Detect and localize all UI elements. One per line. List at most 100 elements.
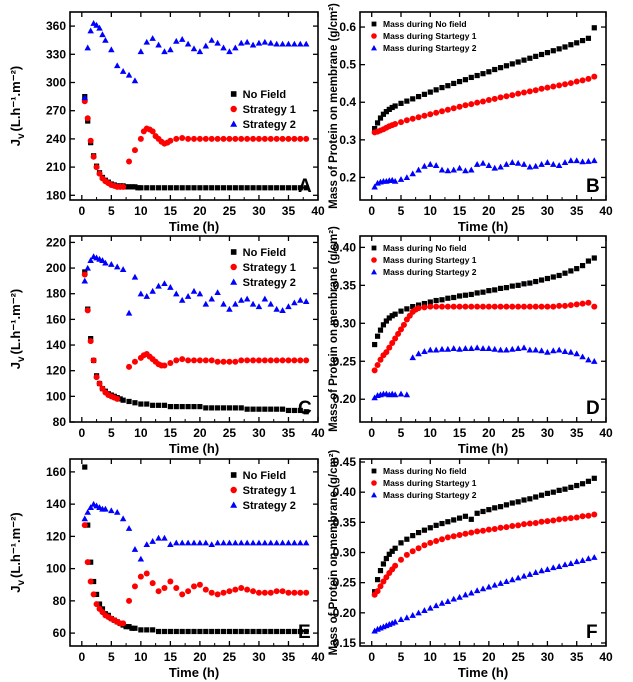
y-tick-label: 210	[46, 160, 66, 174]
data-point	[591, 358, 598, 364]
data-point	[129, 184, 135, 190]
data-point	[167, 185, 173, 191]
data-point	[255, 39, 263, 46]
data-point	[155, 628, 162, 635]
data-point	[409, 354, 416, 361]
data-point	[137, 573, 144, 580]
data-point	[462, 345, 469, 351]
data-point	[126, 398, 132, 405]
data-point	[527, 496, 533, 502]
x-tick-label: 40	[311, 650, 325, 664]
data-point	[521, 303, 527, 310]
data-point	[491, 525, 498, 532]
data-point	[573, 157, 580, 164]
y-tick-label: 0.35	[333, 278, 357, 292]
data-point	[161, 48, 168, 55]
data-point	[297, 296, 304, 303]
data-point	[386, 344, 393, 351]
y-axis-label: Mass of Protein on membrane (g/cm²)	[328, 3, 340, 209]
data-point	[303, 628, 309, 635]
data-point	[479, 159, 487, 166]
data-point	[113, 508, 121, 515]
data-point	[514, 159, 522, 166]
data-point	[415, 609, 422, 616]
data-point	[421, 607, 428, 614]
x-tick-label: 35	[570, 650, 584, 664]
data-point	[132, 625, 138, 631]
data-point	[503, 285, 510, 291]
data-point	[374, 588, 381, 595]
data-point	[119, 266, 127, 272]
data-point	[445, 295, 451, 301]
data-point	[155, 41, 162, 48]
data-point	[291, 539, 298, 546]
data-point	[427, 303, 434, 310]
data-point	[208, 589, 215, 596]
data-point	[226, 305, 233, 312]
data-point	[291, 357, 298, 364]
data-point	[150, 402, 156, 408]
data-point	[87, 578, 94, 585]
x-tick-label: 5	[108, 426, 115, 440]
data-point	[421, 304, 428, 311]
data-point	[573, 301, 580, 308]
data-point	[544, 50, 551, 56]
data-point	[303, 135, 310, 142]
data-point	[93, 601, 100, 608]
data-point	[261, 539, 269, 546]
x-tick-label: 10	[424, 204, 438, 218]
data-point	[398, 556, 404, 563]
data-point	[456, 593, 463, 600]
data-point	[377, 583, 384, 590]
data-point	[126, 597, 133, 604]
data-point	[485, 526, 492, 533]
data-point	[579, 481, 586, 487]
x-tick-label: 5	[398, 204, 405, 218]
data-point	[514, 345, 522, 351]
data-point	[491, 345, 498, 352]
legend-marker	[230, 120, 238, 127]
data-point	[438, 345, 446, 352]
data-point	[120, 397, 126, 403]
legend-label: Strategy 1	[243, 262, 296, 274]
x-tick-label: 40	[311, 426, 325, 440]
plot-frame	[359, 235, 607, 423]
data-point	[383, 574, 390, 581]
data-point	[232, 539, 239, 546]
data-point	[137, 555, 145, 562]
legend-label: Strategy 2	[243, 119, 296, 131]
data-point	[474, 510, 480, 516]
x-tick-label: 40	[599, 426, 613, 440]
data-point	[185, 135, 192, 142]
plot-frame	[69, 235, 319, 423]
data-point	[250, 135, 257, 142]
data-point	[383, 318, 389, 324]
data-point	[485, 345, 493, 351]
data-point	[238, 405, 244, 411]
data-point	[297, 589, 304, 596]
data-point	[150, 185, 156, 191]
data-point	[391, 177, 399, 184]
data-point	[444, 106, 451, 113]
data-point	[439, 520, 445, 527]
x-tick-label: 0	[368, 650, 375, 664]
data-point	[521, 281, 527, 287]
data-point	[268, 185, 274, 191]
data-point	[527, 280, 533, 286]
data-point	[409, 548, 416, 555]
data-point	[480, 289, 486, 295]
legend-marker	[371, 33, 377, 39]
data-point	[303, 589, 310, 596]
x-tick-label: 25	[223, 650, 237, 664]
data-point	[149, 35, 156, 41]
data-point	[444, 303, 451, 310]
data-point	[93, 21, 100, 28]
data-point	[114, 395, 121, 402]
data-point	[544, 275, 551, 282]
y-tick-label: 100	[46, 389, 66, 403]
data-point	[371, 627, 378, 634]
data-point	[84, 264, 91, 271]
data-point	[533, 278, 539, 285]
data-point	[579, 300, 586, 307]
data-point	[374, 577, 381, 583]
